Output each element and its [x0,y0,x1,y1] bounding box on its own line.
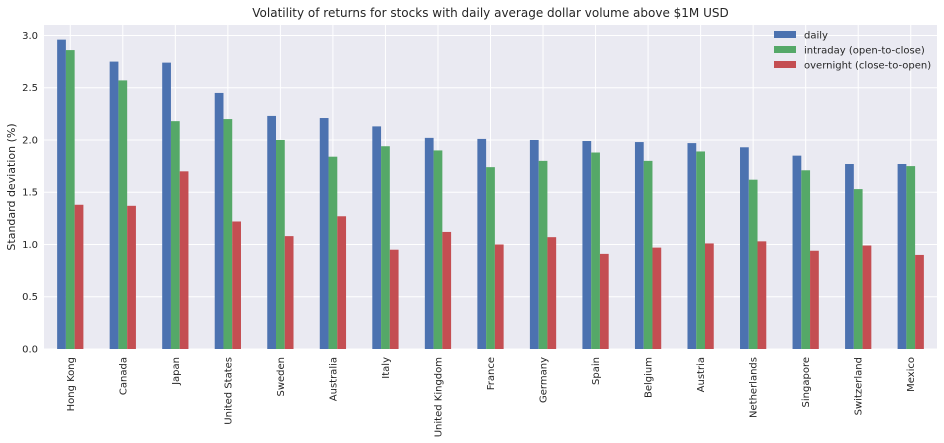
bar [862,245,872,349]
y-tick-labels: 0.0 0.5 1.0 1.5 2.0 2.5 3.0 [22,31,38,356]
x-tick-label: Spain [591,357,602,385]
bar [381,146,390,349]
bar [57,39,66,349]
bar [704,243,714,349]
bar [748,179,758,349]
bar [276,139,285,349]
x-tick-label: Austria [696,357,707,392]
bar [232,221,241,349]
bar [915,254,924,349]
bar [757,241,767,349]
x-tick-labels: Hong Kong Canada Japan United States Sweden A… [66,357,917,437]
legend: daily intraday (open-to-close) overnight (… [774,31,931,72]
bar [696,151,705,349]
legend-swatch [774,61,796,68]
bar [897,164,907,349]
x-tick-label: Australia [328,357,339,401]
bar [582,141,592,349]
bar [853,189,863,349]
x-tick-label: Italy [381,357,392,379]
bars [57,39,924,350]
bar [792,155,802,349]
chart-title: Volatility of returns for stocks with da… [252,6,728,20]
y-tick-label: 2.5 [22,83,38,94]
bar [179,171,189,349]
bar [643,160,653,349]
y-tick-label: 0.0 [22,345,38,356]
bar [337,216,347,349]
x-tick-label: United States [223,357,234,425]
bar [547,237,557,349]
y-tick-label: 1.5 [22,188,38,199]
bar [328,156,338,349]
bar [74,204,84,349]
y-tick-label: 3.0 [22,31,38,42]
bar [634,142,644,349]
bar [162,62,171,350]
y-tick-label: 0.5 [22,292,38,303]
x-tick-label: Belgium [644,357,655,398]
x-tick-label: Netherlands [749,357,760,418]
bar [845,164,854,349]
bar [267,115,277,349]
x-tick-label: Sweden [276,357,287,397]
bar [389,249,399,349]
y-axis-label: Standard deviation (%) [5,123,18,250]
bar [494,244,504,349]
bar [319,118,329,350]
y-tick-label: 2.0 [22,135,38,146]
bar [170,121,180,349]
x-tick-label: Germany [539,357,550,403]
bar [433,150,443,349]
bar [127,205,136,349]
x-tick-label: Switzerland [854,357,865,415]
legend-label: overnight (close-to-open) [804,61,931,72]
x-tick-label: United Kingdom [433,357,444,437]
x-tick-label: Hong Kong [66,357,77,411]
y-tick-label: 1.0 [22,240,38,251]
x-tick-label: Japan [171,357,182,386]
bar [118,80,128,349]
bar [740,147,749,349]
bar [810,250,819,349]
legend-label: intraday (open-to-close) [804,46,925,57]
legend-swatch [774,31,796,38]
x-tick-label: Singapore [801,357,812,407]
bar [906,166,916,349]
bar [424,137,434,349]
bar [442,231,452,349]
bar [486,167,495,349]
bar [284,236,294,349]
bar [372,126,382,349]
bar [801,170,811,349]
bar [109,61,119,349]
bar [214,92,224,349]
bar [599,253,609,349]
bar [223,119,233,349]
bar [538,160,548,349]
bar [591,152,600,349]
legend-label: daily [804,31,828,42]
bar [529,139,539,349]
legend-swatch [774,46,796,53]
x-tick-label: Mexico [906,357,917,392]
bar [477,138,487,349]
bar [687,143,697,349]
x-tick-label: Canada [118,357,129,395]
bar [652,247,662,349]
bar [65,50,75,350]
x-tick-label: France [486,357,497,390]
